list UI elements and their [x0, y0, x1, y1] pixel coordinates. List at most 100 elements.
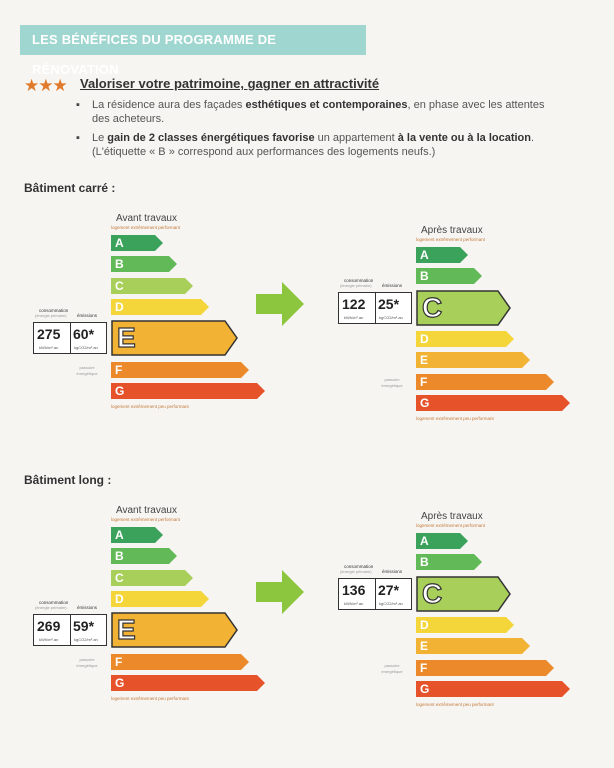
square-after-top-label: logement extrêmement performant [416, 237, 486, 242]
bullet1-bold: esthétiques et contemporaines [245, 99, 408, 111]
long-after-class-e: E [416, 638, 530, 655]
long-before-class-f: F [111, 653, 249, 670]
square-before-class-c: C [111, 277, 193, 294]
long-after-passoire-label: passoire [384, 662, 400, 668]
square-after-value-box: 122 25* kWh/m².an kgCO2/m².an [338, 291, 412, 324]
bullet-classes: ▪ Le gain de 2 classes énergétiques favo… [76, 131, 550, 159]
long-after-class-letter: F [420, 660, 428, 675]
square-after-unit-kwh: kWh/m².an [344, 314, 364, 320]
long-after-class-letter: A [420, 534, 429, 548]
long-before-class-letter: G [115, 675, 125, 690]
long-after-class-g: G [416, 680, 570, 697]
square-after-passoire-label: passoire [384, 376, 400, 382]
long-after-class-letter: G [420, 681, 430, 696]
long-after-caption: Après travaux [421, 511, 483, 522]
square-after-class-f: F [416, 373, 554, 390]
long-before-bottom-label: logement extrêmement peu performant [111, 696, 189, 702]
building-long-title: Bâtiment long : [24, 473, 112, 487]
bullet2-bold1: gain de 2 classes énergétiques favorise [107, 132, 315, 144]
bullet1-post: , en phase avec les attentes des acheteu… [92, 99, 545, 125]
square-after-class-letter: G [420, 395, 430, 410]
square-after-class-c-highlight: C [416, 289, 511, 326]
long-before-class-letter: A [115, 528, 124, 542]
square-after-bottom-label: logement extrêmement peu performant [416, 416, 494, 422]
long-before-value-divider [70, 615, 71, 646]
square-before-top-label: logement extrêmement performant [111, 225, 181, 230]
long-before-value-box: 269 59* kWh/m².an kgCO2/m².an [33, 614, 107, 647]
long-arrow-icon [256, 570, 304, 614]
long-after-class-letter: C [421, 577, 443, 609]
square-before-energie-label: (énergie primaire) [35, 313, 67, 319]
square-after-class-letter: F [420, 374, 428, 389]
long-after-class-letter: B [420, 555, 429, 570]
square-before-unit-kwh: kWh/m².an [39, 345, 59, 351]
building-square-title: Bâtiment carré : [24, 181, 116, 195]
bullet1-pre: La résidence aura des façades [92, 99, 246, 111]
square-after-unit-co2: kgCO2/m².an [379, 314, 403, 320]
long-before-class-letter: C [115, 570, 124, 585]
long-before-class-c: C [111, 569, 193, 586]
square-before-value-divider [70, 323, 71, 354]
long-before-class-letter: D [115, 591, 124, 606]
square-after-class-d: D [416, 330, 514, 347]
bullet-icon: ▪ [76, 99, 80, 111]
long-after-class-letter: E [420, 639, 429, 654]
square-arrow-icon [256, 282, 304, 326]
square-after-class-g: G [416, 394, 570, 411]
long-after-class-a: A [416, 533, 468, 549]
square-before-class-letter: B [115, 257, 124, 272]
long-before-consommation-label: consommation [39, 600, 69, 606]
square-before-consumption-value: 275 [37, 326, 61, 343]
long-before-unit-kwh: kWh/m².an [39, 637, 59, 643]
square-after-class-letter: E [420, 353, 429, 368]
section-banner: LES BÉNÉFICES DU PROGRAMME DE RÉNOVATION [20, 25, 366, 77]
long-after-value-box: 136 27* kWh/m².an kgCO2/m².an [338, 577, 412, 610]
bullet2-post: . (L'étiquette « B » correspond aux perf… [92, 132, 535, 158]
stars-icon: ★★★ [24, 76, 68, 95]
long-before-emissions-label: émissions [77, 605, 98, 611]
long-after-energie-label: (énergie primaire) [340, 568, 372, 574]
square-before-class-letter: A [115, 236, 124, 250]
long-after-unit-kwh: kWh/m².an [344, 600, 364, 606]
bullet2-bold2: à la vente ou à la location [397, 132, 531, 144]
square-after-class-a: A [416, 247, 468, 263]
square-after-class-e: E [416, 352, 530, 369]
square-after-value-divider [375, 292, 376, 323]
long-after-consommation-label: consommation [344, 563, 374, 569]
square-before-class-b: B [111, 256, 177, 273]
bullet-icon: ▪ [76, 132, 80, 144]
square-after-consumption-value: 122 [342, 295, 366, 312]
long-before-class-letter: B [115, 549, 124, 564]
square-after-class-b: B [416, 268, 482, 285]
long-after-emissions-value: 27* [378, 581, 400, 598]
long-before-energie-label: (énergie primaire) [35, 605, 67, 611]
long-after-class-letter: D [420, 617, 429, 632]
long-after-class-f: F [416, 659, 554, 676]
square-after-caption: Après travaux [421, 225, 483, 236]
square-before-class-f: F [111, 361, 249, 378]
square-before-class-a: A [111, 235, 163, 251]
long-after-value-divider [375, 578, 376, 609]
long-before-class-letter: E [116, 614, 136, 646]
square-before-class-letter: D [115, 299, 124, 314]
square-before-caption: Avant travaux [116, 213, 177, 224]
long-after-class-c-highlight: C [416, 575, 511, 612]
square-before-class-letter: G [115, 383, 125, 398]
bullet-facades: ▪ La résidence aura des façades esthétiq… [76, 98, 550, 126]
long-before-consumption-value: 269 [37, 618, 61, 635]
square-after-emissions-label: émissions [382, 282, 403, 288]
long-after-class-b: B [416, 554, 482, 571]
bullet2-pre: Le [92, 132, 108, 144]
long-after-top-label: logement extrêmement performant [416, 523, 486, 528]
square-before-passoire-label: passoire [79, 364, 95, 370]
square-before-class-e-highlight: E [111, 320, 238, 356]
square-before-class-letter: C [115, 278, 124, 293]
long-before-class-b: B [111, 548, 177, 565]
square-before-class-letter: F [115, 362, 123, 377]
long-before-class-d: D [111, 590, 209, 607]
square-after-class-letter: C [421, 291, 443, 323]
long-before-class-letter: F [115, 654, 123, 669]
long-before-class-e-highlight: E [111, 612, 238, 648]
square-before-consommation-label: consommation [39, 308, 69, 314]
long-before-emissions-value: 59* [73, 618, 95, 635]
